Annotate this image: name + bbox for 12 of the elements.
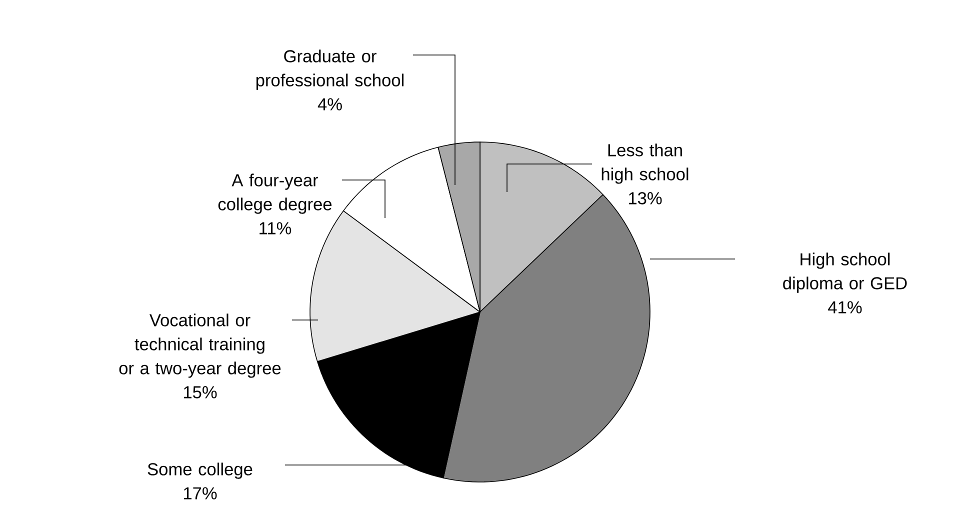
data-label: 13% [628,192,662,204]
data-label: 11% [260,222,292,234]
slice-label: A four-year college degree [218,174,332,214]
slice-label: Some college [148,462,252,479]
data-label: 41% [828,301,862,314]
data-label: 15% [184,386,217,398]
slice-label: High school diploma or GED [783,252,907,293]
data-label: 17% [184,487,217,500]
slice-label: Graduate or professional school [256,50,404,90]
slice-label: Less than high school [602,144,688,184]
slice-label: Vocational or technical training or a two-year degree [119,314,281,378]
data-label: 4% [318,98,342,110]
